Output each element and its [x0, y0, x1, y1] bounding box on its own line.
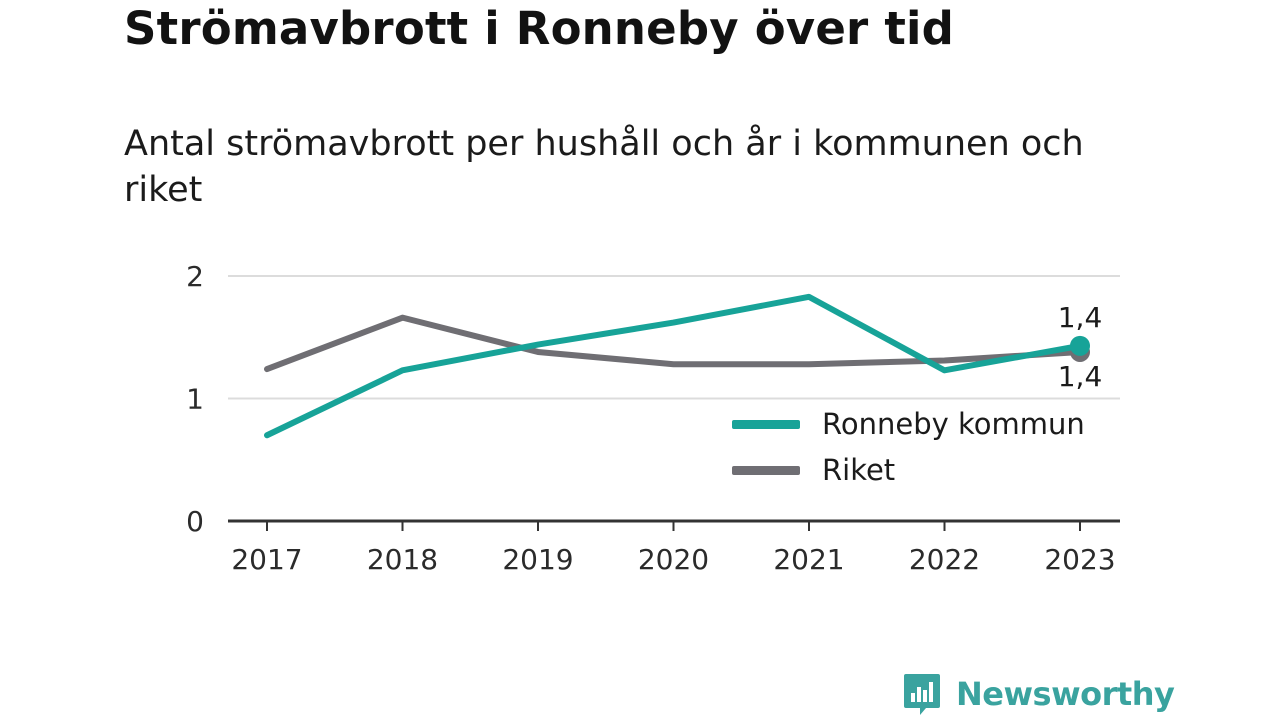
series-line-ronneby-kommun	[264, 293, 1083, 439]
brand-name: Newsworthy	[956, 675, 1175, 713]
legend-swatch-ronneby	[732, 419, 800, 429]
x-tick-label-2019: 2019	[502, 543, 573, 576]
y-tick-label-2: 2	[186, 260, 204, 293]
legend-label-ronneby: Ronneby kommun	[822, 407, 1085, 441]
legend-label-riket: Riket	[822, 453, 896, 487]
series-line-riket	[264, 314, 1083, 373]
legend-item-ronneby: Ronneby kommun	[732, 404, 1085, 444]
x-tick-label-2017: 2017	[231, 543, 302, 576]
x-tick-label-2020: 2020	[638, 543, 709, 576]
y-tick-label-0: 0	[186, 505, 204, 538]
data-label-ronneby-2023: 1,4	[1058, 301, 1103, 334]
x-tick-label-2022: 2022	[909, 543, 980, 576]
x-tick-label-2018: 2018	[367, 543, 438, 576]
x-tick-label-2023: 2023	[1044, 543, 1115, 576]
data-label-riket-2023: 1,4	[1058, 360, 1103, 393]
newsworthy-logo: Newsworthy	[902, 670, 1175, 718]
legend-swatch-riket	[732, 465, 800, 475]
bar-chart-speech-bubble-icon	[904, 674, 940, 715]
series-end-point-ronneby-kommun	[1070, 335, 1090, 356]
chart-title: Strömavbrott i Ronneby över tid	[124, 2, 955, 55]
x-tick-label-2021: 2021	[773, 543, 844, 576]
y-tick-label-1: 1	[186, 383, 204, 416]
chart-legend: Ronneby kommun Riket	[722, 400, 1100, 500]
chart-subtitle: Antal strömavbrott per hushåll och år i …	[124, 124, 1084, 210]
legend-item-riket: Riket	[732, 450, 895, 490]
